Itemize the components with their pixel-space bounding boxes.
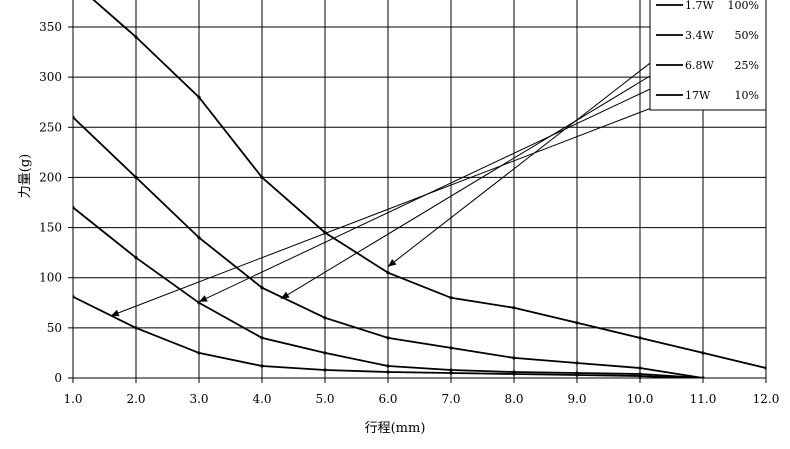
x-tick-label: 5.0 (315, 392, 334, 406)
x-tick-label: 7.0 (441, 392, 460, 406)
series-2-point (134, 175, 138, 180)
series-2-point (512, 356, 516, 360)
y-tick-label: 50 (47, 321, 62, 335)
x-tick-label: 6.0 (378, 392, 397, 406)
y-axis-ticks: 0 50 100 150 200 250 300 350 (39, 20, 73, 385)
series-3-point (386, 364, 390, 368)
x-tick-label: 11.0 (690, 392, 717, 406)
series-4-point (323, 368, 327, 372)
series-2-arrowhead (280, 291, 290, 299)
series-4-point (134, 326, 138, 330)
legend-box (649, 0, 767, 111)
series-4-point (638, 374, 642, 378)
series-3-point (260, 336, 264, 340)
series-2-point (323, 316, 327, 320)
y-tick-label: 100 (39, 271, 62, 285)
series-1-arrowhead (388, 259, 397, 267)
series-2-point (197, 236, 201, 240)
x-tick-label: 4.0 (252, 392, 271, 406)
series-2-point (386, 336, 390, 340)
series-1-point (260, 175, 264, 180)
y-tick-label: 350 (39, 20, 62, 34)
y-tick-label: 250 (39, 120, 62, 134)
x-tick-label: 12.0 (753, 392, 780, 406)
series-3-point (323, 351, 327, 355)
series-4-point (682, 376, 686, 378)
y-tick-label: 150 (39, 221, 62, 235)
legend-label: 3.4W (685, 29, 714, 42)
series-4-leader-line (110, 87, 704, 317)
series-2-leader-line (280, 43, 704, 300)
series-3-point (134, 256, 138, 260)
y-axis-title: 力量(g) (18, 154, 33, 198)
series-2-point (575, 361, 579, 365)
series-2-point (449, 346, 453, 350)
series-1-point (701, 351, 705, 355)
series-2-point (638, 366, 642, 370)
series-3-point (701, 376, 705, 378)
series-arrows (110, 21, 704, 317)
series-1-point (764, 366, 766, 370)
series-3-arrowhead (199, 295, 208, 302)
series-line-4 (73, 295, 685, 378)
y-tick-label: 200 (39, 170, 62, 184)
series-4-point (512, 372, 516, 376)
x-axis-title: 行程(mm) (365, 421, 426, 436)
series-3-point (197, 301, 201, 305)
series-2-point (73, 115, 75, 119)
series-4-point (386, 370, 390, 374)
legend-value: 10% (735, 89, 759, 102)
series-1-point (512, 306, 516, 310)
y-tick-label: 0 (54, 371, 62, 385)
x-axis-ticks: 1.0 2.0 3.0 4.0 5.0 6.0 7.0 8.0 9.0 10.0 11.0 12.0 (63, 378, 779, 406)
legend-label: 17W (685, 89, 711, 102)
series-4-arrowhead (110, 309, 120, 317)
series-1-point (638, 336, 642, 340)
series-line-1 (92, 0, 766, 369)
x-tick-label: 3.0 (189, 392, 208, 406)
legend-value: 100% (728, 0, 759, 12)
legend: 1.7W 100% 3.4W 50% 6.8W 25% 17W 10% (649, 0, 767, 111)
series-4-point (73, 295, 75, 299)
series-1-point (386, 271, 390, 275)
series-4-point (197, 351, 201, 355)
series-4-point (575, 373, 579, 377)
series-3-leader-line (198, 63, 704, 303)
y-tick-label: 300 (39, 70, 62, 84)
series-1-point (575, 321, 579, 325)
legend-label: 1.7W (685, 0, 714, 12)
x-tick-label: 8.0 (504, 392, 523, 406)
series-3-point (73, 205, 75, 210)
series-1-point (134, 35, 138, 39)
legend-value: 50% (735, 29, 759, 42)
legend-value: 25% (735, 59, 759, 72)
series-1-point (449, 296, 453, 300)
series-1-point (197, 95, 201, 99)
x-tick-label: 1.0 (63, 392, 82, 406)
series-3-point (449, 368, 453, 372)
x-tick-label: 10.0 (627, 392, 654, 406)
series-lines (73, 0, 766, 378)
x-tick-label: 9.0 (567, 392, 586, 406)
series-2-point (260, 286, 264, 290)
series-4-point (449, 371, 453, 375)
series-4-point (260, 364, 264, 368)
legend-label: 6.8W (685, 59, 714, 72)
x-tick-label: 2.0 (126, 392, 145, 406)
